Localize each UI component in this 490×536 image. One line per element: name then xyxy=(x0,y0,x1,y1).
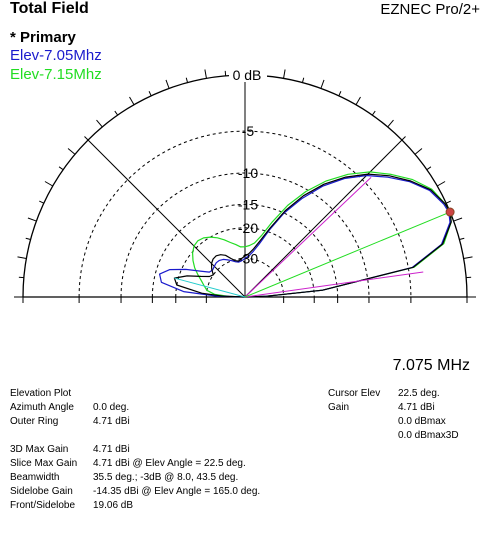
ring-tick xyxy=(338,91,342,97)
ring-tick xyxy=(17,256,27,259)
cursor-labels: Cursor Elev Gain xyxy=(328,387,380,443)
cursor-label: Gain xyxy=(328,402,350,413)
ring-label-bg xyxy=(229,66,267,82)
ring-tick xyxy=(27,217,37,222)
ring-tick xyxy=(301,77,305,83)
brand-label: EZNEC Pro/2+ xyxy=(380,1,480,18)
info-labels: Elevation Plot Azimuth Angle Outer Ring xyxy=(10,387,74,429)
gain-values: 4.71 dBi 4.71 dBi @ Elev Angle = 22.5 de… xyxy=(93,443,260,513)
gain-labels: 3D Max Gain Slice Max Gain Beamwidth Sid… xyxy=(10,443,77,513)
info-value: 4.71 dBi xyxy=(93,416,130,427)
info-value: 0.0 deg. xyxy=(93,402,130,413)
grid-spoke xyxy=(87,139,246,298)
cursor-line xyxy=(244,211,451,298)
info-value xyxy=(93,387,130,401)
pattern-trace xyxy=(173,173,452,298)
ring-tick xyxy=(463,256,473,259)
gain-value: -14.35 dBi @ Elev Angle = 165.0 deg. xyxy=(93,486,261,497)
beamwidth-line xyxy=(244,176,372,298)
gain-value: 35.5 deg.; -3dB @ 8.0, 43.5 deg. xyxy=(93,472,239,483)
sidelobe-line xyxy=(174,277,246,298)
ring-label: -30 xyxy=(238,250,258,266)
cursor-value: 4.71 dBi xyxy=(398,402,435,413)
info-values: 0.0 deg. 4.71 dBi xyxy=(93,387,130,429)
ring-tick xyxy=(371,110,376,116)
pattern-trace xyxy=(192,171,452,298)
ring-tick xyxy=(401,136,406,141)
cursor-label: Cursor Elev xyxy=(328,388,381,399)
gain-value: 4.71 dBi xyxy=(93,444,130,455)
gain-label: Slice Max Gain xyxy=(10,458,78,469)
cursor-marker xyxy=(445,207,455,217)
ring-tick xyxy=(96,119,103,128)
pattern-trace xyxy=(159,174,451,298)
info-label: Outer Ring xyxy=(10,416,59,427)
ring-tick xyxy=(445,200,451,204)
gain-value: 19.06 dB xyxy=(93,500,134,511)
cursor-label xyxy=(328,429,380,443)
ring-tick xyxy=(204,69,207,79)
gain-label: Front/Sidelobe xyxy=(10,500,76,511)
ring-label: -20 xyxy=(238,220,258,236)
gain-label: Beamwidth xyxy=(10,472,60,483)
ring-tick xyxy=(320,79,325,89)
gain-value: 4.71 dBi @ Elev Angle = 22.5 deg. xyxy=(93,458,246,469)
ring-tick xyxy=(185,77,189,83)
ring-tick xyxy=(459,237,465,241)
legend-trace-705: Elev-7.05Mhz xyxy=(10,47,102,64)
ring-tick xyxy=(426,166,432,171)
ring-label: -15 xyxy=(238,196,258,212)
ring-label: 0 dB xyxy=(233,67,262,83)
gain-label: 3D Max Gain xyxy=(10,444,69,455)
pattern-traces xyxy=(159,171,452,298)
cursor-values: 22.5 deg. 4.71 dBi 0.0 dBmax 0.0 dBmax3D xyxy=(398,387,459,443)
ring-tick xyxy=(148,91,152,97)
ring-tick xyxy=(67,148,76,155)
info-label: Elevation Plot xyxy=(10,388,72,399)
polar-grid xyxy=(14,66,476,303)
legend-primary: * Primary xyxy=(10,29,76,46)
cursor-label xyxy=(328,415,380,429)
gain-label: Sidelobe Gain xyxy=(10,486,73,497)
plot-title: Total Field xyxy=(10,0,89,17)
cursor-markers xyxy=(174,176,455,298)
beamwidth-line xyxy=(244,271,424,298)
cursor-value: 22.5 deg. xyxy=(398,388,440,399)
ring-tick xyxy=(165,79,170,89)
grid-spoke xyxy=(244,139,403,298)
ring-tick xyxy=(84,136,89,141)
ring-tick xyxy=(114,110,119,116)
ring-tick xyxy=(25,237,31,241)
ring-tick xyxy=(58,166,64,171)
ring-tick xyxy=(283,69,286,79)
ring-label: -5 xyxy=(242,123,255,139)
ring-labels: 0 dB -5 -10 -15 -20 -30 xyxy=(229,66,267,266)
cursor-value: 0.0 dBmax xyxy=(398,416,446,427)
legend-trace-715: Elev-7.15Mhz xyxy=(10,66,102,83)
ring-tick xyxy=(453,217,463,222)
ring-tick xyxy=(129,96,135,105)
frequency-label: 7.075 MHz xyxy=(392,357,470,374)
info-label: Azimuth Angle xyxy=(10,402,74,413)
ring-tick xyxy=(44,181,53,187)
ring-tick xyxy=(39,200,45,204)
ring-tick xyxy=(355,96,361,105)
cursor-value: 0.0 dBmax3D xyxy=(398,430,459,441)
ring-tick xyxy=(414,148,423,155)
ring-tick xyxy=(387,119,394,128)
ring-label: -10 xyxy=(238,165,258,181)
ring-tick xyxy=(437,181,446,187)
